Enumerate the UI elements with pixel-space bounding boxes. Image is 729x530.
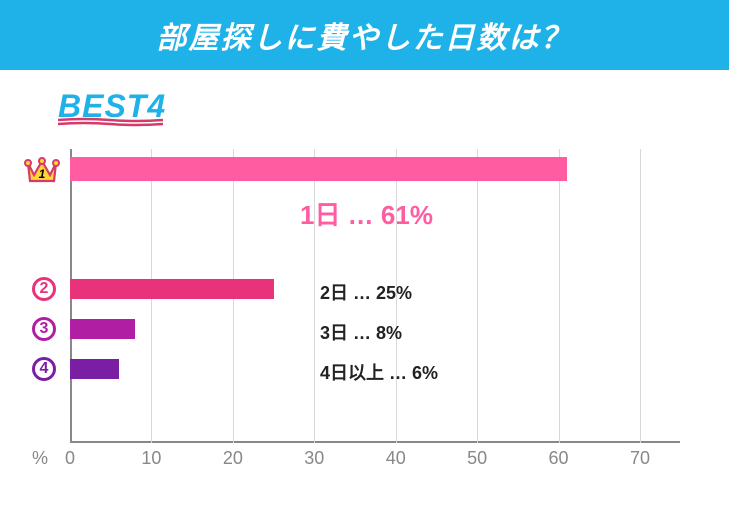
best-underline-icon [58,117,163,127]
page-title: 部屋探しに費やした日数は？ [157,13,573,57]
gridline [559,149,560,443]
answer-label: 4日以上 … 6% [320,359,438,385]
x-tick-label: 30 [294,448,334,469]
svg-text:1: 1 [39,167,46,181]
x-tick-label: 50 [457,448,497,469]
x-axis [70,441,680,443]
chart-row: 3 [70,319,135,339]
best-badge: BEST4 [58,88,188,125]
rank-badge: 2 [28,273,60,305]
gridline [314,149,315,443]
gridline [640,149,641,443]
header-banner: 部屋探しに費やした日数は？ [0,0,729,70]
chart-row: 2 [70,279,274,299]
answer-label: 1日 … 61% [300,195,433,232]
bar [70,319,135,339]
percent-symbol: % [32,448,48,469]
x-tick-label: 60 [539,448,579,469]
bar [70,359,119,379]
bar [70,279,274,299]
x-tick-label: 40 [376,448,416,469]
bar-chart: 010203040506070 % 1 1日 … 61%22日 … 25%33日… [70,149,680,469]
x-tick-label: 70 [620,448,660,469]
crown-icon: 1 [22,151,62,191]
bar [70,157,567,181]
gridline [477,149,478,443]
x-tick-label: 0 [50,448,90,469]
rank-badge: 3 [28,313,60,345]
chart-row: 1 [70,157,567,181]
x-tick-label: 20 [213,448,253,469]
answer-label: 2日 … 25% [320,279,412,305]
x-tick-label: 10 [131,448,171,469]
chart-row: 4 [70,359,119,379]
rank-badge: 4 [28,353,60,385]
answer-label: 3日 … 8% [320,319,402,345]
